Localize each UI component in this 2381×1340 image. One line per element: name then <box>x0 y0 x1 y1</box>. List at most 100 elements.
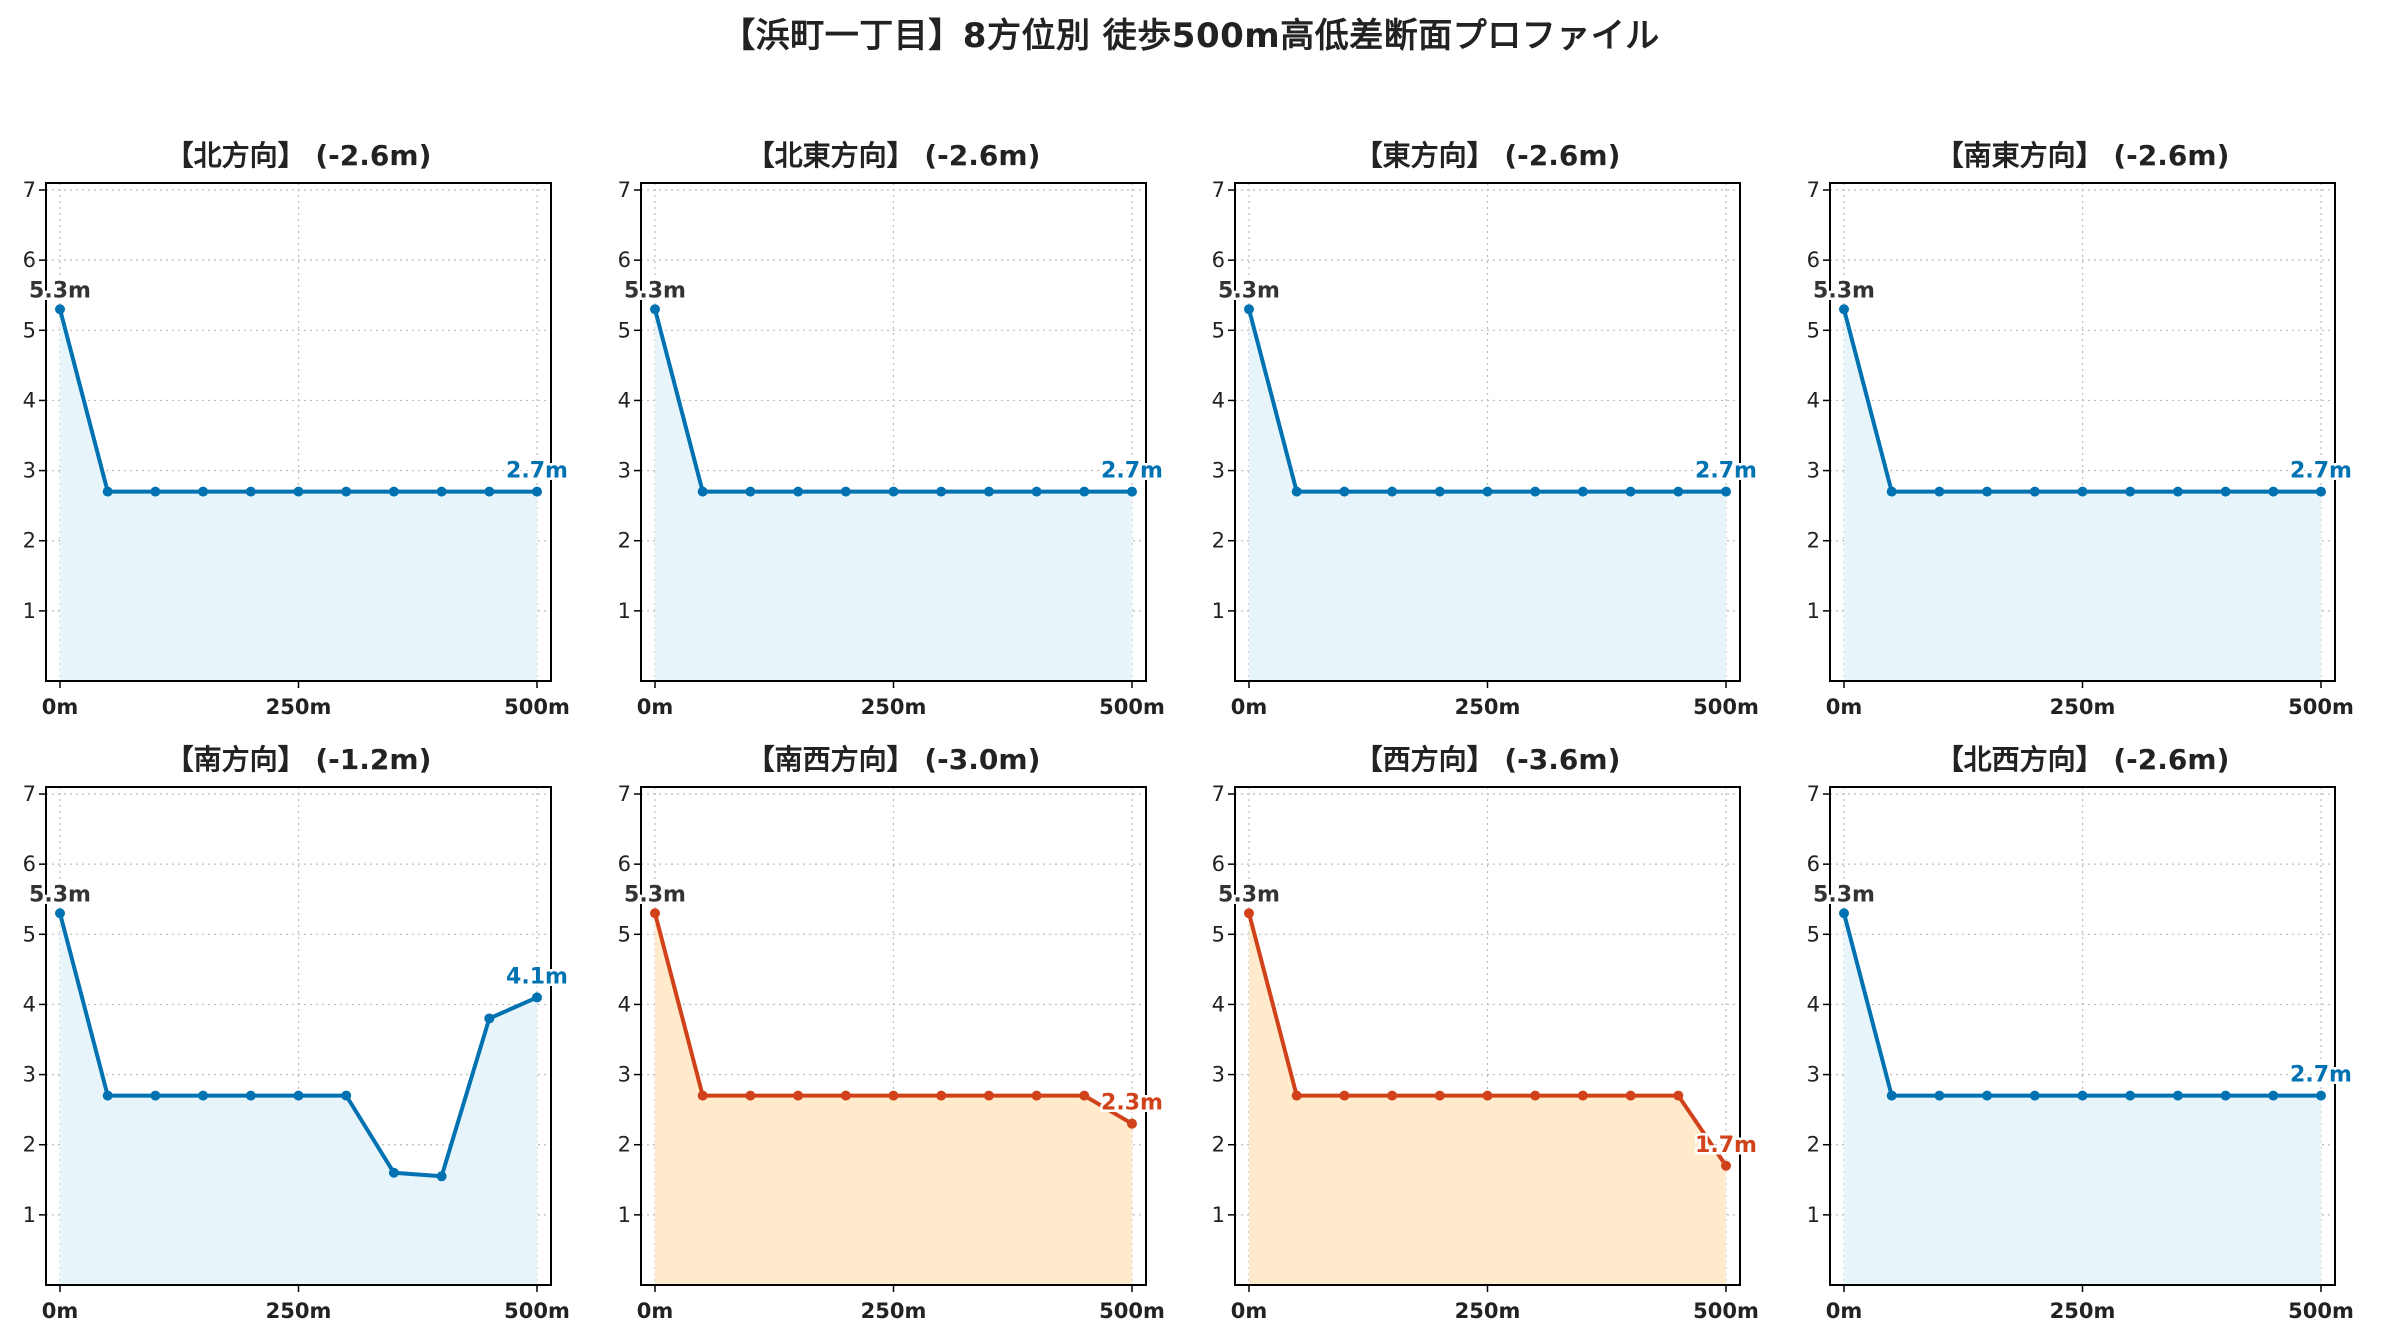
x-tick-label: 500m <box>504 695 570 719</box>
y-tick-label: 2 <box>1212 529 1225 553</box>
data-point <box>293 1090 304 1101</box>
data-point <box>2220 486 2231 497</box>
y-tick-label: 3 <box>618 459 631 483</box>
y-tick-label: 5 <box>618 318 631 342</box>
data-point <box>1244 908 1254 919</box>
data-point <box>2268 1090 2279 1101</box>
data-point <box>650 908 660 919</box>
data-point <box>1434 1090 1445 1101</box>
data-point <box>341 486 352 497</box>
data-point <box>1291 1090 1302 1101</box>
y-tick-label: 6 <box>1212 248 1225 272</box>
y-tick-label: 7 <box>618 782 631 806</box>
data-point <box>1625 1090 1636 1101</box>
data-point <box>2077 486 2088 497</box>
y-tick-label: 2 <box>618 1133 631 1157</box>
data-point <box>150 486 161 497</box>
start-elevation-label: 5.3m <box>29 278 91 303</box>
x-tick-label: 0m <box>1826 1299 1863 1323</box>
y-tick-label: 7 <box>1212 782 1225 806</box>
data-point <box>1079 486 1090 497</box>
data-point <box>2029 1090 2040 1101</box>
data-point <box>1577 1090 1588 1101</box>
data-point <box>1886 486 1897 497</box>
data-point <box>293 486 304 497</box>
x-tick-label: 500m <box>1693 1299 1759 1323</box>
y-tick-label: 1 <box>23 1203 36 1227</box>
data-point <box>840 486 851 497</box>
x-tick-label: 0m <box>42 695 79 719</box>
data-point <box>2316 486 2326 497</box>
data-point <box>1482 486 1493 497</box>
x-tick-label: 500m <box>2288 1299 2354 1323</box>
x-tick-label: 250m <box>2050 695 2116 719</box>
x-tick-label: 0m <box>1826 695 1863 719</box>
data-point <box>1339 1090 1350 1101</box>
y-tick-label: 3 <box>1807 459 1820 483</box>
data-point <box>1982 486 1993 497</box>
x-tick-label: 500m <box>1099 1299 1165 1323</box>
y-tick-label: 7 <box>1212 178 1225 202</box>
y-tick-label: 3 <box>1807 1063 1820 1087</box>
panel-title: 【西方向】 (-3.6m) <box>1355 743 1621 776</box>
data-point <box>2125 1090 2136 1101</box>
y-tick-label: 5 <box>1212 318 1225 342</box>
y-tick-label: 7 <box>23 178 36 202</box>
data-point <box>1339 486 1350 497</box>
panel-title: 【南東方向】 (-2.6m) <box>1936 139 2230 172</box>
data-point <box>840 1090 851 1101</box>
x-tick-label: 0m <box>637 1299 674 1323</box>
data-point <box>1079 1090 1090 1101</box>
data-point <box>1673 486 1684 497</box>
x-tick-label: 250m <box>1455 1299 1521 1323</box>
profile-panel: 1 2 3 4 5 6 7 0m 250m 500m 【南方向】 (-1.2m) 5.3m 4.1m <box>23 743 571 1323</box>
y-tick-label: 6 <box>23 248 36 272</box>
profile-panel: 1 2 3 4 5 6 7 0m 250m 500m 【西方向】 (-3.6m) 5.3m 1.7m <box>1212 743 1760 1323</box>
end-elevation-label: 2.7m <box>1101 459 1163 484</box>
panel-title: 【北方向】 (-2.6m) <box>166 139 432 172</box>
y-tick-label: 3 <box>23 1063 36 1087</box>
data-point <box>1127 486 1137 497</box>
y-tick-label: 3 <box>618 1063 631 1087</box>
start-elevation-label: 5.3m <box>1218 278 1280 303</box>
data-point <box>650 304 660 315</box>
data-point <box>388 1167 399 1178</box>
data-point <box>1530 1090 1541 1101</box>
end-elevation-label: 4.1m <box>506 964 568 989</box>
data-point <box>983 1090 994 1101</box>
data-point <box>245 486 256 497</box>
end-elevation-label: 2.7m <box>2290 1063 2352 1088</box>
y-tick-label: 4 <box>1212 992 1225 1016</box>
x-tick-label: 250m <box>861 1299 927 1323</box>
x-tick-label: 250m <box>1455 695 1521 719</box>
data-point <box>1839 304 1849 315</box>
data-point <box>1625 486 1636 497</box>
start-elevation-label: 5.3m <box>1813 882 1875 907</box>
y-tick-label: 6 <box>23 852 36 876</box>
data-point <box>1577 486 1588 497</box>
y-tick-label: 4 <box>1807 992 1820 1016</box>
y-tick-label: 1 <box>23 599 36 623</box>
data-point <box>102 486 113 497</box>
y-tick-label: 3 <box>1212 459 1225 483</box>
data-point <box>745 486 756 497</box>
data-point <box>2268 486 2279 497</box>
data-point <box>1031 486 1042 497</box>
end-elevation-label: 1.7m <box>1695 1133 1757 1158</box>
data-point <box>2077 1090 2088 1101</box>
y-tick-label: 1 <box>618 1203 631 1227</box>
data-point <box>1387 1090 1398 1101</box>
y-tick-label: 4 <box>618 992 631 1016</box>
start-elevation-label: 5.3m <box>1813 278 1875 303</box>
x-tick-label: 500m <box>2288 695 2354 719</box>
x-tick-label: 0m <box>1231 695 1268 719</box>
data-point <box>1839 908 1849 919</box>
data-point <box>888 486 899 497</box>
x-tick-label: 0m <box>1231 1299 1268 1323</box>
x-tick-label: 0m <box>637 695 674 719</box>
data-point <box>1934 486 1945 497</box>
y-tick-label: 6 <box>1807 248 1820 272</box>
data-point <box>1530 486 1541 497</box>
y-tick-label: 3 <box>23 459 36 483</box>
profile-panel: 1 2 3 4 5 6 7 0m 250m 500m 【北西方向】 (-2.6m) 5.3m 2.7m <box>1807 743 2355 1323</box>
